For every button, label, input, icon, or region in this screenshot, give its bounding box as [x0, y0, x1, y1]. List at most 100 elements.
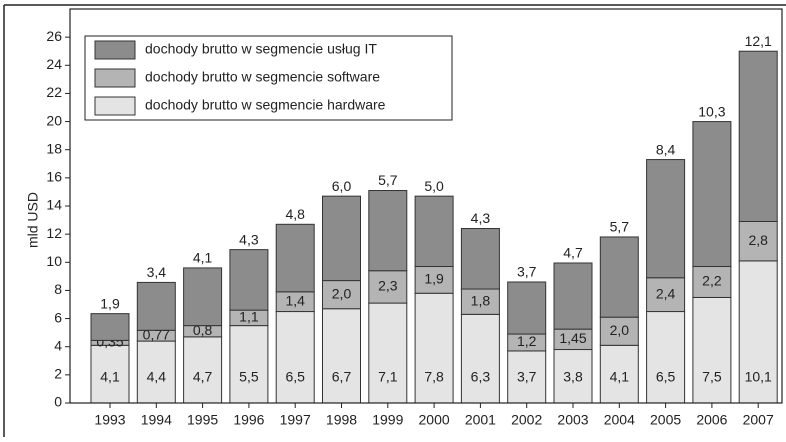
- y-tick-label: 26: [46, 28, 62, 44]
- x-tick-label: 1993: [94, 412, 125, 428]
- legend-swatch: [94, 96, 136, 116]
- value-label: 1,9: [424, 271, 444, 287]
- x-tick-label: 2004: [604, 412, 635, 428]
- value-label: 4,1: [100, 369, 120, 385]
- bar-segment: [322, 308, 361, 404]
- bar-segment: [599, 344, 639, 404]
- value-label: 2,3: [378, 278, 398, 294]
- bar-segment: [322, 280, 361, 310]
- value-label: 1,9: [100, 295, 120, 311]
- value-label: 6,5: [285, 369, 305, 385]
- bar-segment: [646, 277, 686, 313]
- bar-segment: [599, 236, 639, 318]
- legend-label: dochody brutto w segmencie software: [145, 69, 380, 85]
- bar-segment: [553, 349, 593, 404]
- bar-segment: [692, 296, 732, 404]
- value-label: 2,8: [748, 232, 768, 248]
- value-label: 6,5: [656, 369, 676, 385]
- bar-segment: [275, 311, 315, 404]
- y-tick-label: 6: [54, 309, 62, 325]
- y-tick-label: 12: [46, 225, 62, 241]
- value-label: 3,4: [147, 264, 167, 280]
- bar-segment: [183, 336, 223, 404]
- bar-segment: [460, 228, 500, 290]
- value-label: 4,1: [193, 250, 213, 266]
- value-label: 6,7: [332, 369, 352, 385]
- value-label: 3,8: [563, 369, 583, 385]
- legend-label: dochody brutto w segmencie hardware: [145, 97, 386, 113]
- bar-segment: [460, 313, 500, 404]
- legend-swatch: [94, 68, 136, 88]
- value-label: 5,0: [424, 178, 444, 194]
- value-label: 3,7: [517, 369, 537, 385]
- bar-segment: [136, 340, 176, 404]
- bar-segment: [229, 249, 269, 311]
- value-label: 7,8: [424, 369, 444, 385]
- value-label: 4,1: [610, 369, 630, 385]
- bar-segment: [414, 266, 454, 294]
- value-label: 2,2: [702, 273, 722, 289]
- value-label: 2,0: [332, 285, 352, 301]
- y-tick-label: 10: [46, 253, 62, 269]
- x-tick-label: 2002: [511, 412, 542, 428]
- x-tick-label: 1998: [326, 412, 357, 428]
- bar-segment: [646, 159, 686, 279]
- value-label: 5,7: [378, 172, 398, 188]
- value-label: 2,4: [656, 285, 676, 301]
- x-tick-label: 2001: [465, 412, 496, 428]
- y-tick-label: 14: [46, 197, 62, 213]
- value-label: 1,45: [559, 330, 586, 346]
- value-label: 5,5: [239, 369, 259, 385]
- x-tick-label: 2006: [696, 412, 727, 428]
- bar-segment: [368, 190, 408, 272]
- value-label: 4,4: [147, 369, 167, 385]
- x-tick-label: 2003: [557, 412, 588, 428]
- value-label: 4,8: [285, 206, 305, 222]
- y-tick-label: 24: [46, 56, 62, 72]
- bar-segment: [90, 344, 130, 404]
- bar-segment: [275, 223, 315, 293]
- x-tick-label: 1999: [372, 412, 403, 428]
- value-label: 4,7: [563, 245, 583, 261]
- value-label: 10,3: [698, 103, 725, 119]
- value-label: 10,1: [745, 369, 772, 385]
- y-tick-label: 16: [46, 169, 62, 185]
- y-tick-label: 22: [46, 84, 62, 100]
- value-label: 7,5: [702, 369, 722, 385]
- value-label: 6,0: [332, 178, 352, 194]
- x-tick-label: 2005: [650, 412, 681, 428]
- value-label: 1,1: [239, 309, 259, 325]
- bar-segment: [692, 121, 732, 268]
- y-tick-label: 18: [46, 140, 62, 156]
- y-tick-label: 4: [54, 337, 62, 353]
- value-label: 4,7: [193, 369, 213, 385]
- legend-box: [84, 35, 453, 121]
- bar-segment: [460, 288, 500, 315]
- bar-segment: [738, 50, 778, 222]
- value-label: 4,3: [239, 231, 259, 247]
- bar-segment: [507, 350, 547, 404]
- bar-segment: [229, 325, 269, 404]
- legend-swatch: [94, 40, 136, 60]
- legend-label: dochody brutto w segmencie usług IT: [145, 41, 377, 57]
- value-label: 5,7: [610, 219, 630, 235]
- bar-segment: [136, 281, 176, 331]
- bar-segment: [599, 316, 639, 346]
- value-label: 12,1: [745, 33, 772, 49]
- value-label: 2,0: [610, 322, 630, 338]
- value-label: 6,3: [471, 369, 491, 385]
- bar-segment: [322, 195, 361, 282]
- value-label: 1,8: [471, 292, 491, 308]
- value-label: 7,1: [378, 369, 398, 385]
- value-label: 8,4: [656, 141, 676, 157]
- plot-border: [69, 8, 783, 404]
- x-tick-label: 1997: [280, 412, 311, 428]
- y-tick-label: 8: [54, 281, 62, 297]
- y-axis-label: mld USD: [25, 192, 41, 248]
- bar-segment: [692, 266, 732, 298]
- y-tick-label: 2: [54, 366, 62, 382]
- bar-segment: [553, 262, 593, 330]
- bar-segment: [368, 302, 408, 404]
- bar-segment: [738, 220, 778, 262]
